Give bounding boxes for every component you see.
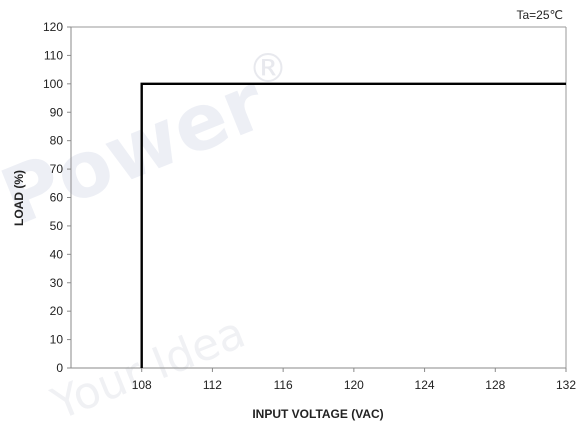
y-tick-label: 80 [50, 134, 64, 148]
y-tick-label: 30 [50, 276, 64, 290]
y-tick-label: 0 [56, 361, 63, 375]
x-axis-title: INPUT VOLTAGE (VAC) [252, 407, 383, 421]
x-tick-label: 128 [485, 378, 505, 392]
x-tick-label: 124 [415, 378, 435, 392]
y-tick-label: 70 [50, 162, 64, 176]
y-tick-label: 40 [50, 247, 64, 261]
y-tick-label: 120 [43, 20, 63, 34]
y-tick-label: 110 [44, 48, 63, 62]
y-tick-label: 100 [43, 77, 63, 91]
series-layer [140, 82, 566, 368]
y-tick-label: 90 [50, 105, 64, 119]
y-tick-label: 20 [50, 304, 64, 318]
x-tick-label: 112 [203, 378, 222, 392]
plot-frame [70, 26, 567, 369]
y-axis-title: LOAD (%) [12, 170, 26, 226]
y-tick-label: 60 [50, 191, 64, 205]
watermark-logo-text: Power [0, 57, 278, 243]
x-tick-label: 108 [132, 378, 152, 392]
watermark: Power Your Idea ® [0, 46, 288, 427]
y-tick-label: 10 [50, 333, 64, 347]
x-tick-label: 132 [556, 378, 576, 392]
watermark-slogan-text: Your Idea [44, 307, 252, 427]
y-tick-label: 50 [50, 219, 64, 233]
x-tick-label: 120 [344, 378, 364, 392]
labels-layer: Ta=25℃ INPUT VOLTAGE (VAC) LOAD (%) [12, 8, 563, 421]
ticks-layer: 0 10 20 30 40 50 60 70 80 90 100 110 120 108 112 116 120… [43, 20, 576, 392]
ambient-temperature-annotation: Ta=25℃ [516, 8, 563, 22]
x-tick-label: 116 [274, 378, 293, 392]
watermark-registered-mark: ® [248, 46, 288, 92]
derating-curve-line [140, 82, 566, 368]
